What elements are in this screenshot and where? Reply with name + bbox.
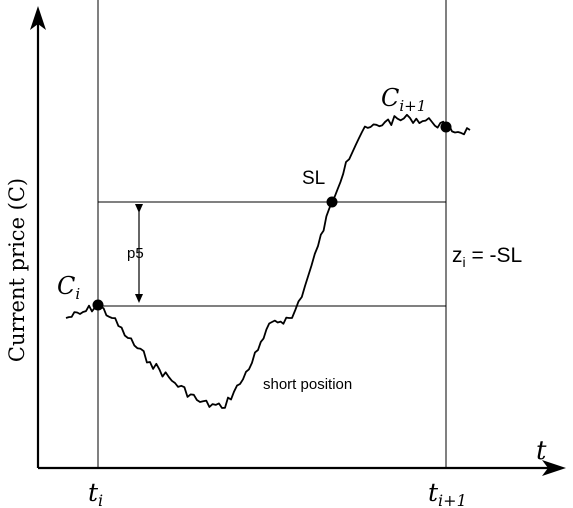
label-short-position: short position bbox=[263, 376, 352, 393]
label-sl: SL bbox=[302, 168, 325, 189]
x-axis-label: t bbox=[536, 436, 547, 466]
label-c-i1-sub: i+1 bbox=[399, 97, 426, 115]
label-c-i-sub: i bbox=[75, 285, 80, 303]
tick-label-t-i-sub: i bbox=[98, 491, 103, 508]
point-sl bbox=[327, 197, 338, 208]
label-z-base: z bbox=[452, 244, 463, 267]
y-axis-label: Current price (C) bbox=[5, 178, 29, 362]
label-c-i1-base: C bbox=[381, 84, 399, 112]
tick-label-t-i: ti bbox=[88, 478, 103, 508]
label-p5: p5 bbox=[127, 245, 144, 262]
tick-label-t-i1-sub: i+1 bbox=[438, 491, 467, 508]
point-c-i1 bbox=[441, 122, 452, 133]
point-c-i bbox=[93, 300, 104, 311]
label-z-rest: = -SL bbox=[466, 244, 523, 267]
tick-label-t-i1: ti+1 bbox=[428, 478, 467, 508]
label-c-i: Ci bbox=[57, 272, 80, 303]
label-c-i-base: C bbox=[57, 272, 75, 300]
label-c-i1: Ci+1 bbox=[381, 84, 426, 115]
label-z-equation: zi = -SL bbox=[452, 244, 522, 270]
